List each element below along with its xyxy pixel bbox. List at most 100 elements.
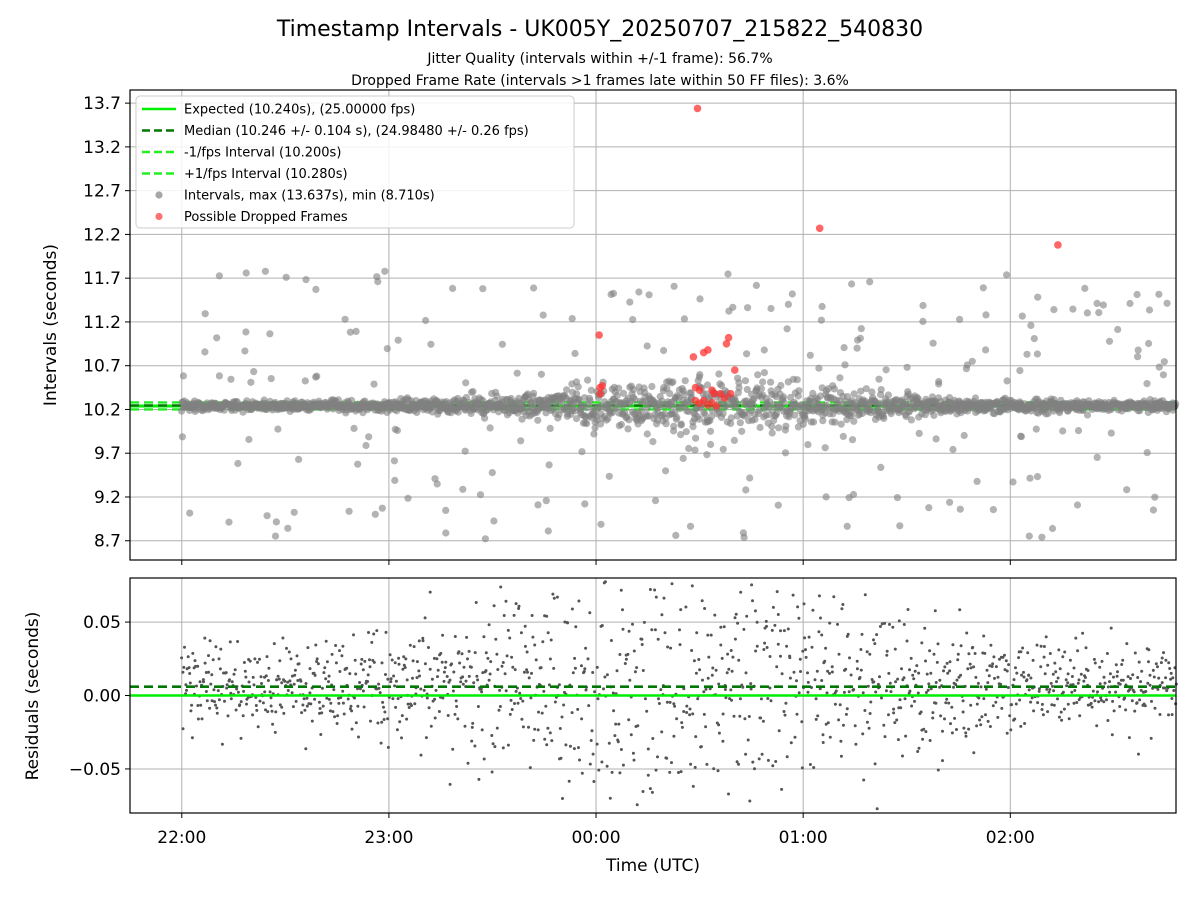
residual-point	[971, 645, 975, 649]
residual-point	[191, 651, 195, 655]
interval-point	[783, 325, 791, 333]
residual-point	[334, 644, 338, 647]
residual-point	[1029, 676, 1033, 680]
residual-point	[945, 697, 949, 701]
residual-point	[1099, 696, 1103, 700]
residual-point	[543, 737, 547, 741]
residual-point	[865, 720, 869, 724]
interval-point	[663, 378, 671, 386]
residual-point	[796, 605, 800, 609]
residual-point	[1044, 635, 1048, 639]
residual-point	[480, 690, 484, 694]
dropped-frame-point	[815, 224, 824, 233]
residual-point	[432, 656, 436, 660]
residual-point	[1009, 728, 1013, 732]
residual-point	[488, 672, 492, 676]
residual-point	[215, 711, 219, 715]
residual-point	[1036, 701, 1040, 705]
residual-point	[461, 675, 465, 679]
residual-point	[798, 657, 802, 661]
residual-point	[811, 608, 815, 612]
residual-point	[795, 679, 798, 683]
residual-point	[690, 649, 694, 652]
interval-point	[572, 415, 581, 423]
residual-point	[386, 745, 390, 749]
residual-point	[1132, 690, 1136, 694]
residual-point	[350, 727, 354, 731]
residual-point	[564, 743, 568, 747]
residual-point	[1031, 658, 1035, 662]
residual-point	[707, 655, 711, 659]
residual-point	[519, 697, 523, 700]
residual-point	[800, 720, 804, 724]
residual-point	[1056, 676, 1060, 680]
interval-point	[703, 451, 711, 459]
interval-point	[1134, 353, 1142, 361]
residual-point	[514, 602, 518, 606]
residual-point	[1068, 658, 1072, 662]
residual-point	[605, 764, 609, 768]
residual-point	[924, 730, 928, 734]
interval-point	[1059, 427, 1067, 435]
residual-point	[903, 697, 907, 701]
residual-point	[269, 696, 273, 700]
residual-point	[870, 678, 874, 681]
residual-point	[1073, 689, 1077, 692]
residual-point	[732, 714, 736, 718]
interval-point	[274, 425, 282, 433]
residual-point	[804, 648, 807, 652]
intervals-panel: 8.7 9.2 9.7 10.2 10.7 11.2 11.7 12.2 12.7 13.2 13.…	[41, 89, 1180, 565]
legend-box	[135, 95, 575, 229]
residual-point	[928, 739, 932, 742]
residual-point	[618, 771, 622, 775]
residual-point	[306, 646, 310, 650]
residual-point	[926, 688, 930, 692]
residual-point	[698, 668, 702, 672]
residual-point	[529, 696, 533, 700]
residual-point	[1139, 680, 1143, 684]
residual-point	[1100, 659, 1104, 663]
interval-point	[979, 284, 987, 292]
residual-point	[539, 666, 543, 670]
residual-point	[280, 705, 284, 709]
residual-point	[393, 684, 397, 688]
residual-point	[1168, 667, 1172, 670]
residual-point	[762, 648, 766, 651]
interval-point	[365, 433, 373, 441]
residual-point	[1109, 626, 1113, 630]
legend-dot-swatch	[155, 212, 163, 221]
residual-points	[180, 580, 1178, 811]
interval-point	[794, 392, 802, 400]
residual-point	[567, 779, 571, 783]
interval-point	[960, 431, 968, 440]
interval-point	[381, 267, 389, 275]
y-tick-label: 13.7	[83, 94, 121, 114]
residual-point	[277, 677, 281, 681]
residual-point	[725, 671, 729, 675]
residual-point	[1017, 656, 1021, 660]
interval-point	[1160, 358, 1168, 366]
residual-point	[568, 744, 572, 748]
interval-point	[578, 448, 586, 456]
dropped-frame-point	[704, 346, 712, 354]
residual-point	[580, 664, 583, 668]
x-tick-label: 23:00	[364, 828, 413, 848]
dropped-frame-point	[689, 353, 698, 361]
residual-point	[217, 657, 221, 661]
residual-point	[966, 667, 970, 671]
residual-point	[680, 721, 684, 725]
residual-point	[1074, 636, 1078, 640]
residual-point	[477, 777, 481, 781]
residual-point	[377, 686, 381, 690]
residual-point	[862, 778, 866, 782]
interval-point	[837, 420, 845, 428]
residual-point	[196, 717, 200, 721]
residual-point	[308, 667, 312, 671]
residual-point	[1114, 690, 1118, 694]
residual-point	[735, 760, 739, 764]
interval-point	[669, 378, 677, 386]
residual-point	[635, 803, 639, 807]
residual-point	[421, 639, 425, 643]
residual-point	[269, 704, 273, 708]
residual-point	[1079, 672, 1083, 676]
